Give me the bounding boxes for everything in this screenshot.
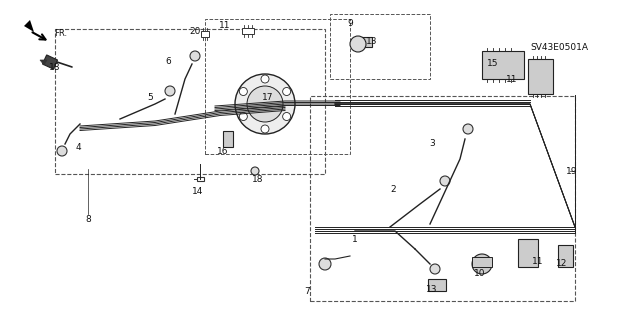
Text: 13: 13	[366, 36, 378, 46]
Text: 16: 16	[217, 146, 228, 155]
Circle shape	[463, 124, 473, 134]
Circle shape	[283, 87, 291, 95]
Text: 2: 2	[390, 184, 396, 194]
Text: 11: 11	[506, 75, 518, 84]
Bar	[472, 257, 492, 267]
Bar	[558, 245, 573, 267]
Circle shape	[261, 75, 269, 83]
Circle shape	[283, 113, 291, 121]
Circle shape	[239, 87, 247, 95]
Text: 1: 1	[352, 234, 358, 243]
Text: 9: 9	[347, 19, 353, 28]
Text: FR.: FR.	[54, 29, 67, 39]
Bar	[196, 177, 204, 181]
Text: 14: 14	[192, 187, 204, 196]
Circle shape	[440, 176, 450, 186]
Text: 10: 10	[474, 270, 486, 278]
Bar	[518, 239, 538, 267]
Text: 8: 8	[85, 214, 91, 224]
Text: 20: 20	[189, 26, 201, 35]
Bar	[242, 28, 254, 34]
Text: 18: 18	[252, 174, 264, 183]
Bar	[482, 51, 524, 79]
Circle shape	[57, 146, 67, 156]
Bar	[528, 59, 553, 94]
Circle shape	[430, 264, 440, 274]
Text: 6: 6	[165, 56, 171, 65]
Text: 11: 11	[220, 21, 231, 31]
Bar	[201, 31, 209, 37]
Circle shape	[350, 36, 366, 52]
Text: 3: 3	[429, 139, 435, 149]
Text: 19: 19	[566, 167, 578, 175]
Bar	[42, 55, 58, 69]
Bar	[428, 279, 446, 291]
Bar	[358, 37, 372, 47]
Text: 4: 4	[75, 143, 81, 152]
Text: 13: 13	[426, 285, 438, 293]
Circle shape	[235, 74, 295, 134]
Polygon shape	[40, 60, 47, 65]
Circle shape	[190, 51, 200, 61]
Text: 11: 11	[532, 256, 544, 265]
Text: 12: 12	[556, 259, 568, 269]
Text: 7: 7	[304, 286, 310, 295]
Text: 15: 15	[487, 60, 499, 69]
Circle shape	[251, 167, 259, 175]
Bar	[223, 131, 233, 147]
Text: 5: 5	[147, 93, 153, 101]
Text: 18: 18	[49, 63, 61, 71]
Circle shape	[261, 125, 269, 133]
Text: SV43E0501A: SV43E0501A	[530, 42, 588, 51]
Circle shape	[239, 113, 247, 121]
Polygon shape	[24, 20, 34, 32]
Circle shape	[165, 86, 175, 96]
Circle shape	[472, 254, 492, 274]
Text: 17: 17	[262, 93, 274, 101]
Circle shape	[319, 258, 331, 270]
Circle shape	[247, 86, 283, 122]
